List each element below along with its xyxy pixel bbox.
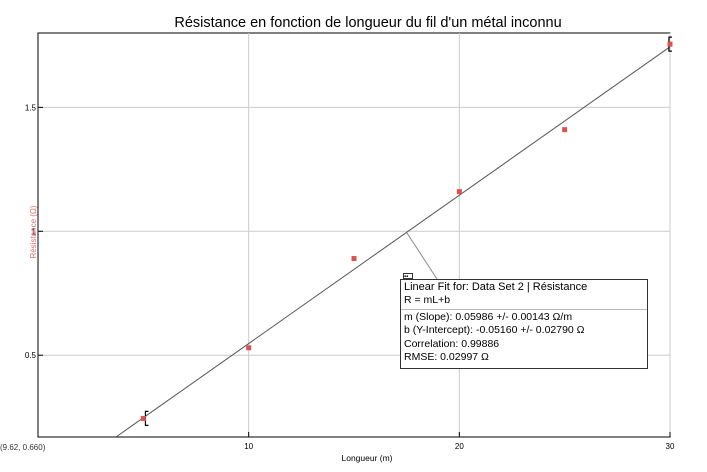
y-tick-label: 1 (32, 227, 37, 236)
fit-box-icon[interactable]: ▪▪ (403, 273, 413, 279)
chart-title: Résistance en fonction de longueur du fi… (174, 15, 561, 31)
fit-box-divider (401, 308, 647, 310)
fit-box-correlation: Correlation: 0.99886 (404, 337, 500, 350)
fit-box-rmse: RMSE: 0.02997 Ω (404, 351, 489, 364)
data-point (246, 345, 252, 351)
x-tick-label: 20 (455, 442, 464, 451)
data-point (351, 256, 357, 262)
point-layer (140, 41, 673, 421)
coordinate-readout: (9.62, 0.660) (0, 443, 46, 452)
data-point (562, 127, 568, 133)
x-tick-label: 30 (666, 442, 675, 451)
fit-box-leader (406, 232, 438, 280)
x-tick-label: 10 (244, 442, 253, 451)
data-point (456, 189, 462, 195)
y-tick-label: 0.5 (25, 351, 37, 360)
tick-layer: 10 20 30 0.5 1 1.5 (25, 103, 675, 451)
fit-box-equation: R = mL+b (404, 294, 451, 307)
y-tick-label: 1.5 (25, 103, 37, 112)
fit-box-slope: m (Slope): 0.05986 +/- 0.00143 Ω/m (404, 310, 573, 323)
plot-area (37, 32, 671, 438)
fit-box-intercept: b (Y-Intercept): -0.05160 +/- 0.02790 Ω (404, 324, 585, 337)
y-axis-label: Résistance (Ω) (29, 205, 38, 258)
fit-line (115, 46, 671, 438)
data-point (667, 41, 673, 47)
fit-box-title: Linear Fit for: Data Set 2 | Résistance (404, 281, 588, 293)
x-axis-label: Longueur (m) (341, 453, 392, 463)
linear-fit-box[interactable]: Linear Fit for: Data Set 2 | Résistance … (400, 279, 648, 369)
data-point (140, 415, 146, 421)
